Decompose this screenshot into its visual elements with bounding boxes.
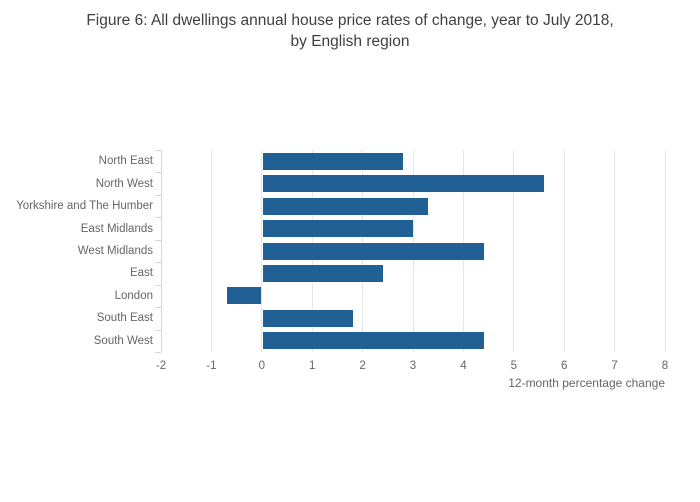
y-label: East Midlands	[80, 222, 153, 235]
y-axis-tick	[155, 307, 161, 308]
y-label: North East	[98, 155, 153, 168]
y-label: South East	[96, 312, 153, 325]
gridline-x7	[614, 150, 616, 352]
x-tick-label: 7	[611, 360, 618, 372]
gridline-x8	[664, 150, 666, 352]
plot-area	[155, 150, 666, 353]
x-tick-label: 3	[409, 360, 417, 372]
y-label: Yorkshire and The Humber	[16, 200, 153, 213]
y-axis-tick	[155, 352, 161, 353]
bar-london	[226, 287, 261, 305]
y-label: London	[114, 289, 153, 302]
x-tick-label: 2	[359, 360, 366, 372]
y-axis-line	[155, 150, 162, 353]
y-axis-tick	[155, 172, 161, 173]
y-axis-tick	[155, 195, 161, 196]
bar-south-west	[262, 332, 484, 350]
y-axis-tick	[155, 285, 161, 286]
x-tick-label: 6	[560, 360, 568, 372]
y-axis-tick	[155, 217, 161, 218]
chart-title-line1: Figure 6: All dwellings annual house pri…	[86, 12, 614, 29]
y-axis-tick	[155, 262, 161, 263]
bar-north-west	[262, 175, 545, 193]
bar-yorkshire-and-the-humber	[262, 197, 429, 215]
x-tick-label: 8	[661, 360, 669, 372]
gridline-x0	[261, 150, 263, 352]
y-label: West Midlands	[77, 245, 153, 257]
gridline-x-1	[210, 150, 212, 352]
gridline-x6	[563, 150, 565, 352]
bar-south-east	[262, 309, 353, 327]
x-tick-label: 4	[460, 360, 467, 372]
bar-east	[262, 264, 383, 282]
y-axis-tick	[155, 330, 161, 331]
y-label: South West	[93, 334, 153, 347]
y-label: East	[129, 267, 153, 280]
bar-east-midlands	[262, 220, 413, 238]
chart-title: Figure 6: All dwellings annual house pri…	[0, 10, 700, 52]
chart-title-line2: by English region	[290, 33, 410, 50]
bar-north-east	[262, 152, 403, 170]
x-tick-label: 5	[510, 360, 517, 372]
x-tick-label: 1	[308, 360, 316, 372]
x-tick-label: -2	[155, 360, 167, 372]
x-tick-label: -1	[206, 360, 217, 372]
gridline-x5	[513, 150, 515, 352]
bar-west-midlands	[262, 242, 484, 260]
x-axis-title: 12-month percentage change	[508, 376, 665, 390]
y-label: North West	[95, 177, 153, 190]
x-tick-label: 0	[258, 360, 265, 372]
y-axis-tick	[155, 150, 161, 151]
y-axis-tick	[155, 240, 161, 241]
